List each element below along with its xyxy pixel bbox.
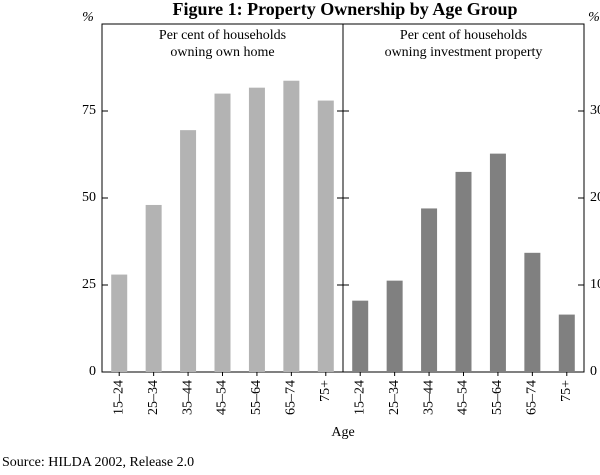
bar: [489, 153, 506, 372]
y-axis-unit: %: [588, 10, 600, 25]
bar: [524, 252, 541, 372]
bar: [455, 171, 472, 372]
bar: [145, 204, 162, 372]
bar: [352, 300, 369, 372]
bar: [317, 100, 334, 372]
x-axis-label: Age: [331, 425, 354, 440]
x-tick-label: 35–44: [180, 380, 195, 415]
panel-subtitle: owning investment property: [385, 45, 543, 60]
x-tick-label: 75+: [318, 380, 333, 402]
x-tick-label: 65–74: [284, 380, 299, 415]
bar: [214, 93, 231, 372]
x-tick-label: 55–64: [249, 380, 264, 415]
x-tick-label: 25–34: [146, 380, 161, 415]
x-tick-label: 25–34: [387, 380, 402, 415]
x-tick-label: 15–24: [111, 380, 126, 415]
bar: [558, 314, 575, 372]
chart-title: Figure 1: Property Ownership by Age Grou…: [172, 0, 517, 19]
y-tick-label: 20: [590, 190, 600, 205]
x-tick-label: 35–44: [421, 380, 436, 415]
x-tick-label: 15–24: [352, 380, 367, 415]
y-tick-label: 30: [590, 103, 600, 118]
bar: [283, 80, 300, 372]
bar: [180, 130, 197, 372]
panel-subtitle: Per cent of households: [400, 28, 527, 43]
bar: [421, 208, 438, 372]
x-tick-label: 75+: [559, 380, 574, 402]
bar: [111, 274, 128, 372]
x-tick-label: 65–74: [525, 380, 540, 415]
bar: [386, 280, 403, 372]
panel-subtitle: Per cent of households: [159, 28, 286, 43]
x-tick-label: 45–54: [456, 380, 471, 415]
panel-subtitle: owning own home: [170, 45, 274, 60]
source-note: Source: HILDA 2002, Release 2.0: [2, 455, 194, 470]
y-tick-label: 0: [590, 364, 597, 379]
y-tick-label: 10: [590, 277, 600, 292]
y-tick-label: 50: [82, 190, 96, 205]
y-tick-label: 0: [89, 364, 96, 379]
y-tick-label: 25: [82, 277, 96, 292]
x-tick-label: 55–64: [490, 380, 505, 415]
bar: [248, 87, 265, 373]
y-tick-label: 75: [82, 103, 96, 118]
y-axis-unit: %: [82, 10, 94, 25]
x-tick-label: 45–54: [215, 380, 230, 415]
